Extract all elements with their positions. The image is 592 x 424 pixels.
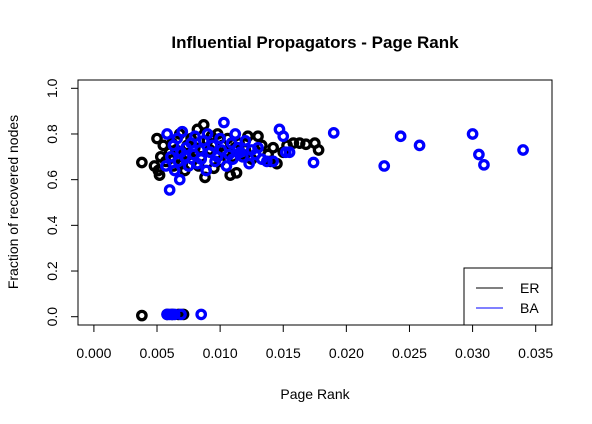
x-axis-label: Page Rank (280, 386, 350, 402)
data-point (214, 132, 226, 145)
x-tick-label: 0.035 (518, 345, 553, 361)
data-point (413, 139, 426, 152)
x-tick-label: 0.025 (392, 345, 427, 361)
data-point (201, 128, 214, 140)
y-tick-label: 0.6 (44, 170, 60, 190)
x-tick-label: 0.005 (139, 345, 174, 361)
data-point (378, 160, 391, 172)
data-point (293, 137, 306, 149)
data-point (283, 146, 296, 159)
data-point (226, 153, 239, 165)
data-point (252, 141, 264, 154)
data-point (243, 157, 256, 170)
data-point (473, 148, 485, 161)
data-points (136, 116, 529, 322)
data-point (466, 128, 479, 140)
data-point (267, 141, 279, 154)
data-point (307, 156, 320, 169)
data-point (230, 166, 243, 179)
x-tick-label: 0.020 (329, 345, 364, 361)
y-tick-label: 0.2 (44, 261, 60, 281)
x-tick-label: 0.000 (76, 345, 111, 361)
data-point (229, 128, 242, 140)
legend-label: ER (520, 280, 539, 296)
data-point (136, 156, 148, 169)
data-point (220, 160, 233, 172)
data-point (327, 126, 340, 139)
data-point (260, 155, 273, 168)
y-tick-label: 0.4 (44, 215, 60, 235)
x-tick-label: 0.030 (455, 345, 490, 361)
legend-label: BA (520, 300, 539, 316)
chart-title: Influential Propagators - Page Rank (171, 33, 459, 52)
data-point (173, 173, 186, 186)
data-point (236, 150, 249, 163)
data-point (478, 158, 490, 171)
x-tick-label: 0.015 (266, 345, 301, 361)
data-point (160, 160, 172, 172)
y-tick-label: 0.0 (44, 307, 60, 327)
data-point (189, 130, 201, 143)
series-ba (160, 116, 529, 321)
data-point (277, 130, 290, 143)
data-point (176, 125, 189, 138)
y-axis: 0.0 0.2 0.4 0.6 0.8 1.0 (44, 78, 79, 327)
data-point (195, 153, 208, 165)
x-tick-label: 0.010 (203, 345, 238, 361)
legend-box (463, 267, 553, 326)
data-point (200, 164, 213, 177)
y-tick-label: 0.8 (44, 124, 60, 144)
data-point (136, 309, 148, 322)
data-point (182, 160, 195, 172)
data-point (206, 139, 219, 152)
data-point (252, 130, 264, 143)
data-point (163, 184, 176, 196)
data-point (151, 132, 163, 145)
y-axis-label: Fraction of recovered nodes (5, 115, 21, 289)
data-point (168, 308, 181, 321)
data-point (218, 116, 230, 129)
data-point (161, 128, 173, 140)
data-point (394, 130, 407, 143)
data-point (287, 137, 300, 149)
data-point (153, 169, 166, 181)
data-point (168, 164, 181, 177)
data-point (175, 308, 187, 321)
data-point (267, 155, 279, 168)
data-point (195, 308, 208, 321)
data-point (517, 144, 529, 156)
x-axis: 0.000 0.005 0.010 0.015 0.020 0.025 0.030 0.035 (76, 324, 553, 361)
legend: ER BA (463, 267, 553, 326)
data-point (312, 144, 325, 156)
y-tick-label: 1.0 (44, 78, 60, 98)
data-point (197, 118, 210, 131)
data-point (239, 134, 252, 147)
data-point (300, 138, 312, 151)
